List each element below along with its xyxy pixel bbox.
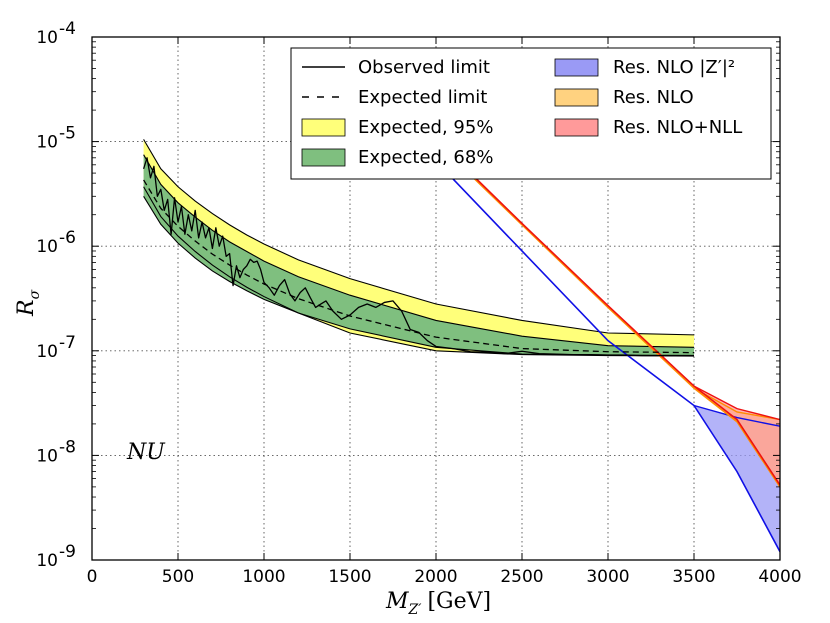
x-tick-label: 3000: [586, 567, 629, 587]
axis-ticks: 0 500 1000 1500 2000 2500 3000 3500 400010-910-8…: [36, 19, 801, 587]
legend-swatch: [301, 148, 346, 167]
legend-label: Res. NLO: [613, 87, 694, 108]
y-tick-exponent: -5: [59, 124, 76, 144]
x-tick-label: 4000: [758, 567, 801, 587]
theory-curves: [435, 138, 780, 553]
res-nlo-nll-region: [694, 386, 780, 486]
nu-annotation: NU: [126, 440, 166, 465]
legend-label: Expected limit: [358, 87, 487, 108]
legend-label: Expected, 95%: [358, 117, 493, 138]
y-tick-label: 10: [36, 28, 58, 48]
res-nlo-nll-lower-line: [435, 138, 780, 486]
legend-label: Observed limit: [358, 57, 490, 78]
res-nlo-lower-line: [435, 141, 780, 488]
expected-limit-line: [143, 179, 695, 354]
legend-label: Res. NLO+NLL: [613, 117, 742, 138]
y-tick-exponent: -8: [59, 437, 76, 457]
x-tick-label: 0: [87, 567, 98, 587]
legend-box: [290, 47, 772, 180]
x-tick-label: 500: [162, 567, 194, 587]
y-axis-title: Rσ: [14, 289, 43, 317]
legend-label: Res. NLO |Z′|²: [613, 57, 735, 78]
legend-label: Expected, 68%: [358, 147, 493, 168]
band-95-lower-edge: [143, 186, 695, 357]
y-tick-label: 10: [36, 133, 58, 153]
y-tick-label: 10: [36, 237, 58, 257]
expected-bands: [143, 139, 695, 357]
legend: Observed limit Expected limit Expected, 95…: [290, 47, 772, 180]
res-nlo-upper-line: [693, 387, 780, 421]
y-tick-exponent: -6: [59, 228, 76, 248]
y-tick-label: 10: [36, 342, 58, 362]
y-tick-label: 10: [36, 551, 58, 571]
observed-limit-line: [142, 157, 694, 357]
y-tick-exponent: -7: [59, 333, 76, 353]
legend-swatch: [554, 58, 599, 77]
legend-swatch: [554, 88, 599, 107]
res-nlo-nll-upper-line: [693, 385, 780, 421]
legend-swatch: [301, 118, 346, 137]
x-axis-title: MZ′ [GeV]: [385, 589, 491, 618]
x-tick-label: 2000: [414, 567, 457, 587]
x-tick-label: 3500: [672, 567, 715, 587]
x-tick-label: 1500: [328, 567, 371, 587]
y-tick-exponent: -4: [59, 19, 76, 39]
y-tick-label: 10: [36, 446, 58, 466]
x-tick-label: 2500: [500, 567, 543, 587]
res-nlo-z2-upper-line: [693, 404, 780, 427]
theory-group: [435, 138, 780, 553]
band-68-upper-edge: [143, 154, 695, 348]
legend-swatch: [554, 118, 599, 137]
y-tick-exponent: -9: [59, 542, 76, 562]
x-tick-label: 1000: [242, 567, 285, 587]
band-95-upper-edge: [143, 139, 695, 336]
limit-lines: [142, 157, 695, 357]
res-nlo-z2-lower-line: [435, 160, 780, 553]
